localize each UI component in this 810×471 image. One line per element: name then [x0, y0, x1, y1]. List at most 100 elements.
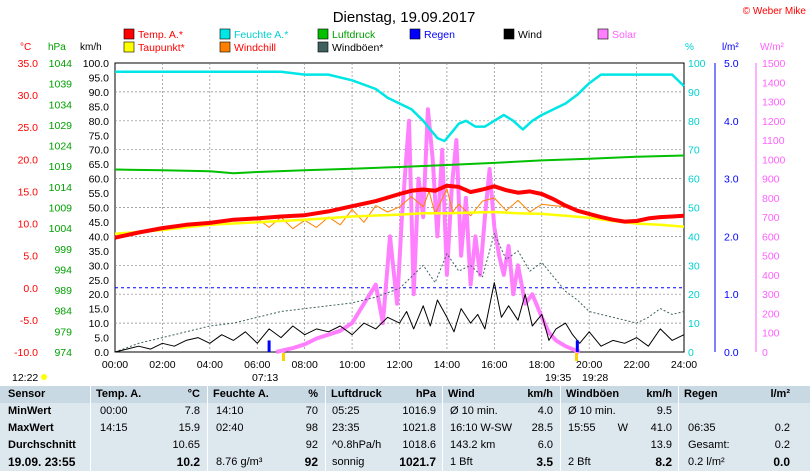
pressure-tick-label: 1014: [49, 182, 73, 194]
temp-tick-label: -5.0: [20, 315, 38, 327]
sunset-label: 19:35: [545, 372, 571, 384]
pressure-value: 1018.6: [402, 439, 436, 451]
humidity-tick-label: 80: [688, 116, 700, 128]
wind-tick-label: 95.0: [89, 72, 110, 84]
header-rain: Regen: [684, 388, 718, 400]
pressure-unit-label: hPa: [48, 42, 66, 53]
legend-label: Wind: [518, 29, 542, 41]
temp-tick-label: -10.0: [14, 347, 38, 359]
humidity-tick-label: 20: [688, 289, 700, 301]
solar-tick-label: 1200: [762, 116, 786, 128]
gust-time: 2 Bft: [568, 456, 591, 468]
x-tick-label: 20:00: [576, 359, 602, 371]
header-wind: Wind: [448, 388, 475, 400]
row-label: MaxWert: [8, 422, 54, 434]
wind-tick-label: 35.0: [89, 246, 110, 258]
x-tick-label: 08:00: [292, 359, 318, 371]
legend-label: Windböen*: [332, 42, 383, 54]
humidity-series-line: [115, 70, 685, 143]
sun-moon-labels: 12:22 07:13 19:35 19:28: [12, 353, 608, 384]
wind-tick-label: 80.0: [89, 116, 110, 128]
solar-series-line: [275, 107, 581, 354]
wind-tick-label: 15.0: [89, 304, 110, 316]
solar-tick-label: 1000: [762, 154, 786, 166]
legend-swatch: [219, 28, 231, 40]
row-label: Durchschnitt: [8, 439, 76, 451]
wind-tick-label: 45.0: [89, 217, 110, 229]
gust-value: 9.5: [656, 405, 672, 417]
wind-tick-label: 55.0: [89, 188, 110, 200]
x-tick-label: 04:00: [197, 359, 223, 371]
statistics-table: Sensor Temp. A. °C Feuchte A.% Luftdruck hPa W…: [0, 386, 810, 471]
wind-tick-label: 50.0: [89, 203, 110, 215]
wind-unit-label: km/h: [80, 42, 102, 53]
temp-tick-label: 20.0: [18, 154, 39, 166]
temp-value: 15.9: [178, 422, 200, 434]
wind-value: 6.0: [537, 439, 553, 451]
legend-swatch: [409, 28, 421, 40]
header-gust: Windböen: [566, 388, 620, 400]
temp-tick-label: 30.0: [18, 90, 39, 102]
x-tick-label: 02:00: [149, 359, 175, 371]
legend-label: Taupunkt*: [138, 42, 185, 54]
x-tick-label: 12:00: [386, 359, 412, 371]
humidity-value: 98: [305, 422, 318, 434]
wind-tick-label: 75.0: [89, 130, 110, 142]
gust-time: Ø 10 min.: [568, 405, 616, 417]
pressure-value: 1021.7: [399, 455, 436, 469]
legend-swatch: [317, 41, 329, 53]
pressure-tick-label: 1034: [49, 99, 73, 111]
rain-time: Gesamt:: [688, 439, 730, 451]
humidity-tick-label: 100: [688, 58, 706, 70]
solar-tick-label: 100: [762, 328, 780, 340]
wind-tick-label: 60.0: [89, 174, 110, 186]
wind-time: 16:10: [450, 422, 478, 434]
humidity-value: 92: [305, 439, 318, 451]
temp-tick-label: 10.0: [18, 219, 39, 231]
solar-tick-label: 1400: [762, 77, 786, 89]
temp-tick-label: 15.0: [18, 186, 39, 198]
sunrise-label: 07:13: [252, 372, 278, 384]
pressure-tick-label: 1044: [49, 58, 73, 70]
x-tick-label: 22:00: [623, 359, 649, 371]
table-column-divider: [90, 386, 91, 471]
sunset-marker: [575, 353, 578, 361]
wind-time: 1 Bft: [450, 456, 473, 468]
wind-series-line: [114, 282, 685, 353]
moonset-label: 12:22: [12, 372, 38, 384]
solar-tick-label: 0: [762, 347, 768, 359]
header-sensor: Sensor: [8, 388, 46, 400]
temp-value: 7.8: [184, 405, 200, 417]
humidity-tick-label: 70: [688, 145, 700, 157]
legend-swatch: [123, 41, 135, 53]
pressure-time: 05:25: [332, 405, 360, 417]
temp-unit-label: °C: [20, 42, 31, 53]
humidity-value: 70: [305, 405, 318, 417]
header-humidity-unit: %: [308, 388, 318, 400]
x-tick-label: 00:00: [102, 359, 128, 371]
rain-value: 0.2: [774, 422, 790, 434]
wind-tick-label: 10.0: [89, 318, 110, 330]
rain-tick-label: 3.0: [724, 174, 739, 186]
wind-tick-label: 20.0: [89, 289, 110, 301]
wind-value: 3.5: [536, 455, 553, 469]
row-label: MinWert: [8, 405, 52, 417]
header-pressure-unit: hPa: [415, 388, 436, 400]
humidity-tick-label: 90: [688, 87, 700, 99]
pressure-tick-label: 1004: [49, 223, 73, 235]
legend-swatch: [219, 41, 231, 53]
wind-tick-label: 5.0: [94, 333, 109, 345]
wind-tick-label: 85.0: [89, 101, 110, 113]
humidity-value: 92: [304, 455, 318, 469]
moon-icon: [41, 374, 47, 380]
temp-series-line: [114, 183, 685, 240]
solar-tick-label: 200: [762, 308, 780, 320]
temp-time: 14:15: [100, 422, 128, 434]
solar-tick-label: 700: [762, 212, 780, 224]
rain-tick-label: 5.0: [724, 58, 739, 70]
header-rain-unit: l/m²: [770, 388, 790, 400]
x-tick-label: 24:00: [671, 359, 697, 371]
row-label: 19.09. 23:55: [8, 455, 76, 469]
wind-tick-label: 100.0: [83, 58, 109, 70]
wind-value: 4.0: [537, 405, 553, 417]
